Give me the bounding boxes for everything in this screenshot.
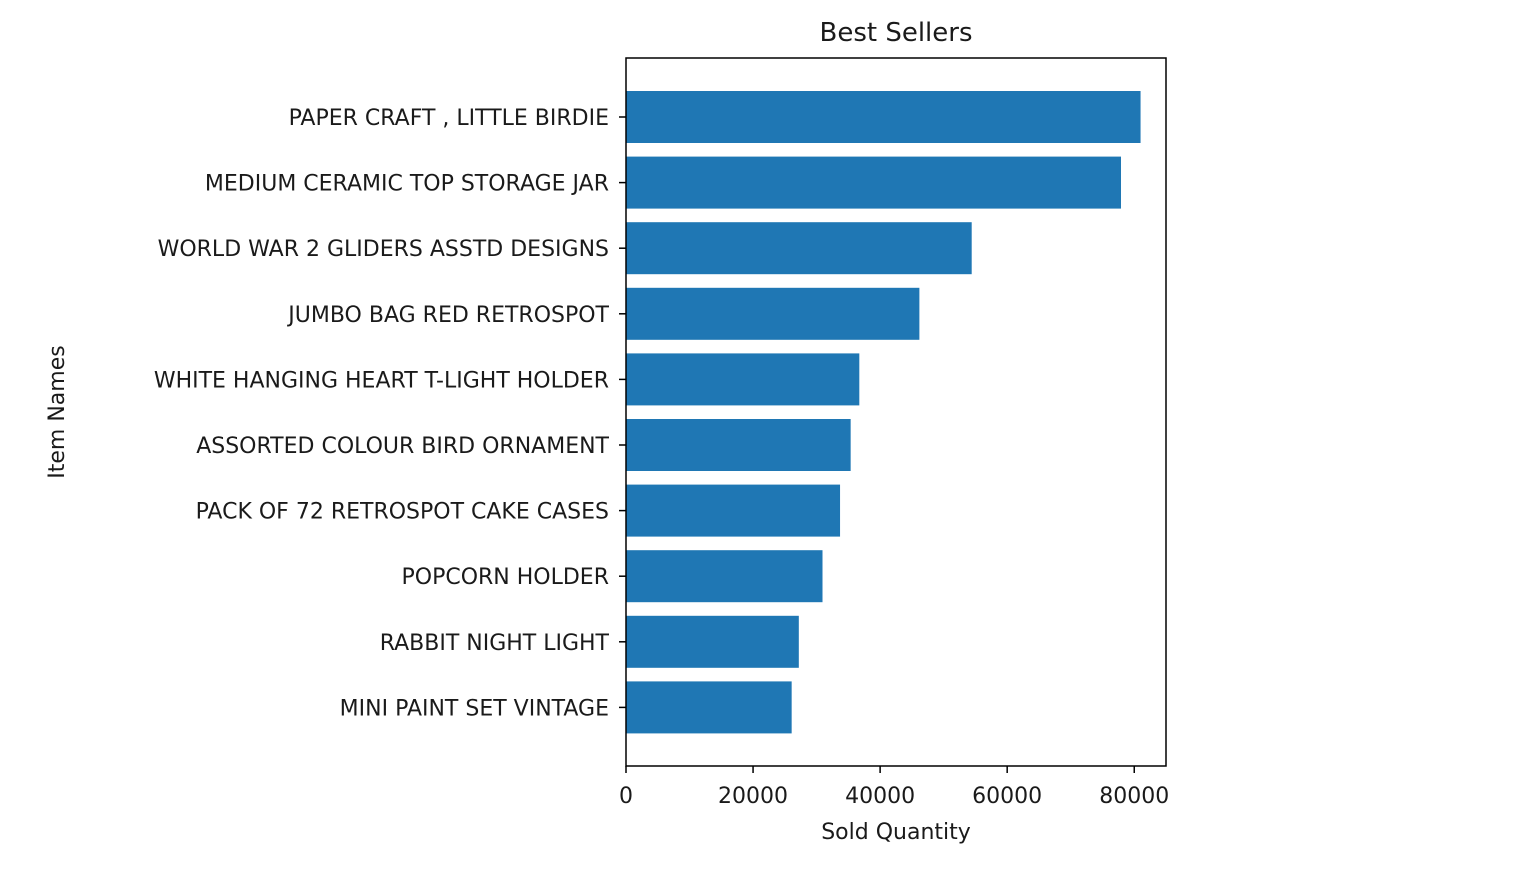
x-tick-label: 60000 xyxy=(972,784,1042,809)
bar-2 xyxy=(626,156,1121,209)
bar-9 xyxy=(626,615,799,668)
plot-frame xyxy=(625,57,1167,767)
x-tick-label: 0 xyxy=(619,784,633,809)
y-tick-label: MINI PAINT SET VINTAGE xyxy=(340,696,609,721)
bar-8 xyxy=(626,550,823,603)
x-tick-label: 20000 xyxy=(718,784,788,809)
y-tick-label: ASSORTED COLOUR BIRD ORNAMENT xyxy=(196,434,609,459)
y-tick-label: JUMBO BAG RED RETROSPOT xyxy=(286,303,609,328)
bars-group xyxy=(626,91,1141,734)
bar-4 xyxy=(626,287,920,340)
x-axis-ticks: 0 20000 40000 60000 80000 xyxy=(619,766,1169,809)
bar-6 xyxy=(626,419,851,471)
y-axis-title: Item Names xyxy=(45,345,70,478)
y-tick-label: MEDIUM CERAMIC TOP STORAGE JAR xyxy=(205,172,609,197)
x-axis-title: Sold Quantity xyxy=(821,820,971,845)
y-tick-label: PAPER CRAFT , LITTLE BIRDIE xyxy=(289,106,609,131)
y-axis-ticks: PAPER CRAFT , LITTLE BIRDIE MEDIUM CERAMI… xyxy=(154,106,626,721)
bar-7 xyxy=(626,484,841,537)
y-tick-label: POPCORN HOLDER xyxy=(401,565,609,590)
chart-title: Best Sellers xyxy=(819,18,972,48)
x-tick-label: 80000 xyxy=(1099,784,1169,809)
x-tick-label: 40000 xyxy=(845,784,915,809)
y-tick-label: WORLD WAR 2 GLIDERS ASSTD DESIGNS xyxy=(158,237,609,262)
y-tick-label: RABBIT NIGHT LIGHT xyxy=(380,631,610,656)
y-tick-label: PACK OF 72 RETROSPOT CAKE CASES xyxy=(196,500,609,525)
bar-10 xyxy=(626,681,792,734)
bar-5 xyxy=(626,353,860,406)
y-tick-label: WHITE HANGING HEART T-LIGHT HOLDER xyxy=(154,368,609,393)
bar-1 xyxy=(626,91,1141,143)
bar-3 xyxy=(626,222,972,275)
